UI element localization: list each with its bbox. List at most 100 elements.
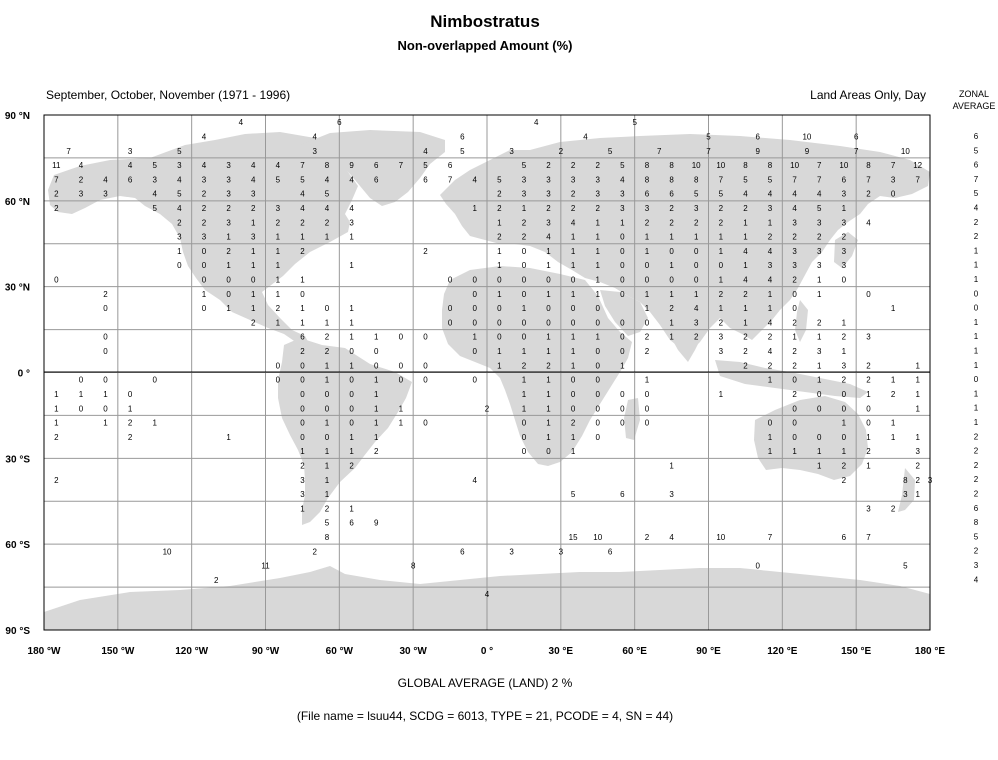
cell-value: 2	[792, 390, 797, 399]
eurasia-shape	[440, 134, 930, 352]
cell-value: 1	[374, 419, 379, 428]
cell-value: 0	[694, 247, 699, 256]
cell-value: 3	[817, 347, 822, 356]
zonal-average-value: 5	[974, 146, 979, 155]
cell-value: 1	[719, 390, 724, 399]
cell-value: 1	[300, 504, 305, 513]
longitude-label: 120 °W	[175, 646, 208, 657]
cell-value: 1	[596, 276, 601, 285]
cell-value: 1	[251, 304, 256, 313]
cell-value: 1	[202, 290, 207, 299]
cell-value: 11	[261, 562, 270, 571]
cell-value: 11	[52, 161, 61, 170]
cell-value: 0	[522, 433, 527, 442]
chart-subtitle: Non-overlapped Amount (%)	[397, 38, 573, 53]
cell-value: 3	[842, 361, 847, 370]
cell-value: 2	[300, 347, 305, 356]
cell-value: 6	[374, 175, 379, 184]
cell-value: 2	[276, 218, 281, 227]
cell-value: 1	[54, 419, 59, 428]
cell-value: 1	[866, 433, 871, 442]
cell-value: 8	[866, 161, 871, 170]
cell-value: 4	[312, 132, 317, 141]
cell-value: 1	[79, 390, 84, 399]
india-shape	[655, 300, 705, 362]
cell-value: 2	[325, 347, 330, 356]
cell-value: 5	[177, 190, 182, 199]
cell-value: 4	[817, 190, 822, 199]
cell-value: 0	[399, 376, 404, 385]
cell-value: 6	[337, 118, 342, 127]
cell-value: 0	[226, 290, 231, 299]
cell-value: 3	[719, 347, 724, 356]
cell-value: 1	[719, 276, 724, 285]
cell-value: 1	[891, 376, 896, 385]
cell-value: 0	[522, 419, 527, 428]
cell-value: 2	[423, 247, 428, 256]
cell-value: 1	[817, 361, 822, 370]
cell-value: 3	[792, 261, 797, 270]
cell-value: 6	[423, 175, 428, 184]
cell-value: 1	[546, 404, 551, 413]
zonal-average-value: 2	[974, 447, 979, 456]
cell-value: 0	[596, 419, 601, 428]
cell-value: 1	[596, 218, 601, 227]
zonal-average-value: 4	[974, 575, 979, 584]
cell-value: 2	[743, 333, 748, 342]
cell-value: 10	[802, 132, 811, 141]
cell-value: 4	[128, 161, 133, 170]
cell-value: 10	[593, 533, 602, 542]
cell-value: 0	[546, 304, 551, 313]
cell-value: 1	[177, 247, 182, 256]
cell-value: 1	[768, 290, 773, 299]
cell-value: 1	[546, 261, 551, 270]
cell-value: 15	[569, 533, 578, 542]
cell-value: 6	[842, 175, 847, 184]
cell-value: 5	[768, 175, 773, 184]
cell-value: 7	[706, 147, 711, 156]
cell-value: 2	[497, 233, 502, 242]
cell-value: 2	[251, 204, 256, 213]
cell-value: 0	[891, 190, 896, 199]
cell-value: 0	[300, 290, 305, 299]
latitude-label: 90 °N	[5, 111, 30, 122]
cell-value: 0	[842, 433, 847, 442]
zonal-average-value: 5	[974, 189, 979, 198]
cell-value: 2	[300, 218, 305, 227]
cell-value: 1	[842, 347, 847, 356]
cell-value: 1	[743, 304, 748, 313]
cell-value: 1	[669, 290, 674, 299]
longitude-label: 30 °E	[549, 646, 574, 657]
longitude-label: 0 °	[481, 646, 493, 657]
cell-value: 0	[423, 333, 428, 342]
cell-value: 1	[669, 461, 674, 470]
cell-value: 2	[54, 190, 59, 199]
cell-value: 1	[768, 447, 773, 456]
global-average: GLOBAL AVERAGE (LAND) 2 %	[397, 676, 573, 690]
cell-value: 5	[608, 147, 613, 156]
zonal-average-value: 1	[974, 347, 979, 356]
cell-value: 0	[620, 404, 625, 413]
cell-value: 0	[202, 247, 207, 256]
cell-value: 4	[546, 233, 551, 242]
cell-value: 3	[153, 175, 158, 184]
cell-value: 4	[153, 190, 158, 199]
cell-value: 4	[79, 161, 84, 170]
cell-value: 1	[596, 261, 601, 270]
cell-value: 4	[792, 204, 797, 213]
cell-value: 0	[842, 276, 847, 285]
cell-value: 0	[349, 419, 354, 428]
cell-value: 3	[792, 218, 797, 227]
cell-value: 2	[325, 333, 330, 342]
cell-value: 0	[596, 376, 601, 385]
zonal-average-value: 1	[974, 418, 979, 427]
cell-value: 2	[497, 204, 502, 213]
cell-value: 2	[251, 318, 256, 327]
longitude-label: 150 °E	[841, 646, 871, 657]
latitude-label: 90 °S	[5, 626, 30, 637]
cell-value: 4	[349, 204, 354, 213]
cell-value: 4	[768, 276, 773, 285]
cell-value: 2	[768, 333, 773, 342]
cell-value: 1	[694, 233, 699, 242]
